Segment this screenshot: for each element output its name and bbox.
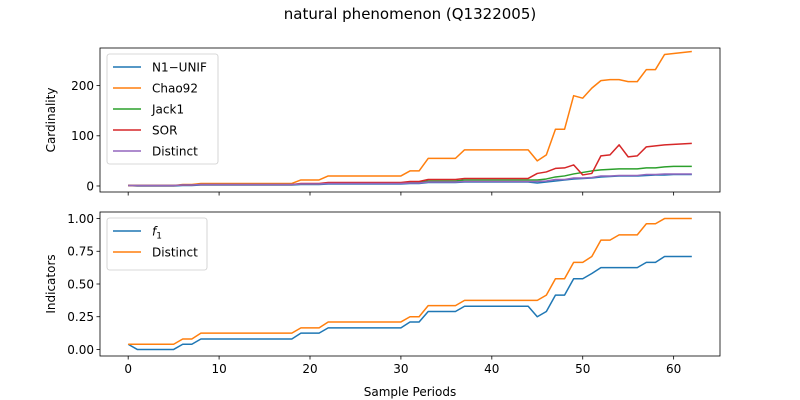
axes-frame xyxy=(99,47,721,193)
x-tick-label: 30 xyxy=(393,362,408,376)
legend-label-distinct: Distinct xyxy=(152,145,198,159)
x-tick-label: 40 xyxy=(484,362,499,376)
legend-label-chao92: Chao92 xyxy=(152,82,198,96)
x-tick-label: 60 xyxy=(666,362,681,376)
y-tick-label: 100 xyxy=(71,129,94,143)
x-tick-label: 20 xyxy=(302,362,317,376)
y-tick-label: 0.75 xyxy=(67,245,94,259)
y-tick-label: 0.00 xyxy=(67,343,94,357)
y-axis-label: Cardinality xyxy=(44,88,58,153)
y-tick-label: 0 xyxy=(86,179,94,193)
legend: f1 Distinct xyxy=(106,217,208,271)
x-tick-label: 50 xyxy=(575,362,590,376)
series-line-distinct xyxy=(128,217,692,345)
y-axis-label: Indicators xyxy=(44,254,58,313)
indicators-chart: 0 10 20 30 40 50 60 0.00 0.25 0.50 0.75 1.00 Indicat… xyxy=(44,211,721,399)
figure-title: natural phenomenon (Q1322005) xyxy=(284,5,536,23)
series-line-chao92 xyxy=(128,50,692,187)
x-tick-label: 0 xyxy=(124,362,132,376)
legend-label-n1-unif: N1−UNIF xyxy=(152,61,207,75)
x-axis-label: Sample Periods xyxy=(364,385,456,399)
y-tick-label: 200 xyxy=(71,79,94,93)
cardinality-chart: 0 100 200 Cardinality N1−UNIF Chao92 Jack1 SOR D… xyxy=(44,47,721,196)
legend: N1−UNIF Chao92 Jack1 SOR Distinct xyxy=(106,53,219,165)
legend-label-distinct: Distinct xyxy=(152,246,198,260)
legend-label-f1: f1 xyxy=(152,225,162,242)
y-tick-label: 1.00 xyxy=(67,212,94,226)
series-line-distinct xyxy=(128,173,692,187)
legend-box xyxy=(106,53,219,165)
legend-label-sor: SOR xyxy=(152,124,177,138)
series-line-f1 xyxy=(127,255,692,351)
y-tick-label: 0.50 xyxy=(67,277,94,291)
y-tick-label: 0.25 xyxy=(67,310,94,324)
x-tick-label: 10 xyxy=(211,362,226,376)
legend-label-jack1: Jack1 xyxy=(151,103,184,117)
legend-box xyxy=(106,217,208,271)
